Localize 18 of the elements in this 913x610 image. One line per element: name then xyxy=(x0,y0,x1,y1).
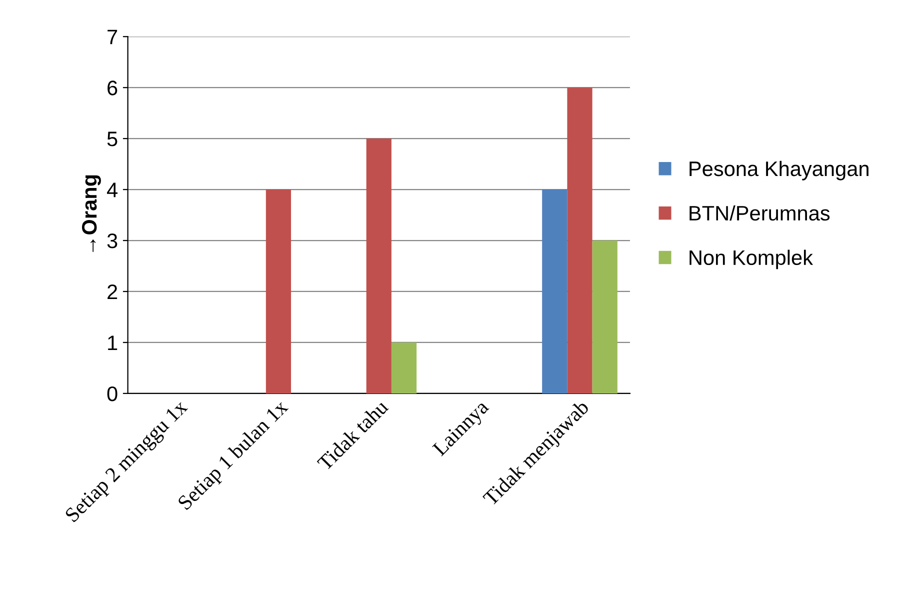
legend-label: Non Komplek xyxy=(690,250,814,270)
y-tick-label: 1 xyxy=(108,336,118,350)
y-axis-title: →Orang xyxy=(82,175,101,252)
y-tick-label: 0 xyxy=(107,386,118,402)
bar xyxy=(366,138,392,394)
legend-label: BTN/Perumnas xyxy=(690,205,830,221)
bar xyxy=(567,88,592,394)
y-tick-label: 3 xyxy=(107,234,118,248)
y-tick-label: 2 xyxy=(108,284,118,300)
bar xyxy=(266,190,292,394)
y-tick-label: 5 xyxy=(107,132,118,146)
bar xyxy=(592,240,618,394)
legend-label: Pesona Khayangan xyxy=(690,160,868,180)
bar xyxy=(391,342,417,394)
y-tick-label: 6 xyxy=(108,80,118,96)
y-tick-label: 4 xyxy=(106,182,118,198)
bar xyxy=(542,190,568,394)
y-tick-label: 7 xyxy=(108,30,118,44)
